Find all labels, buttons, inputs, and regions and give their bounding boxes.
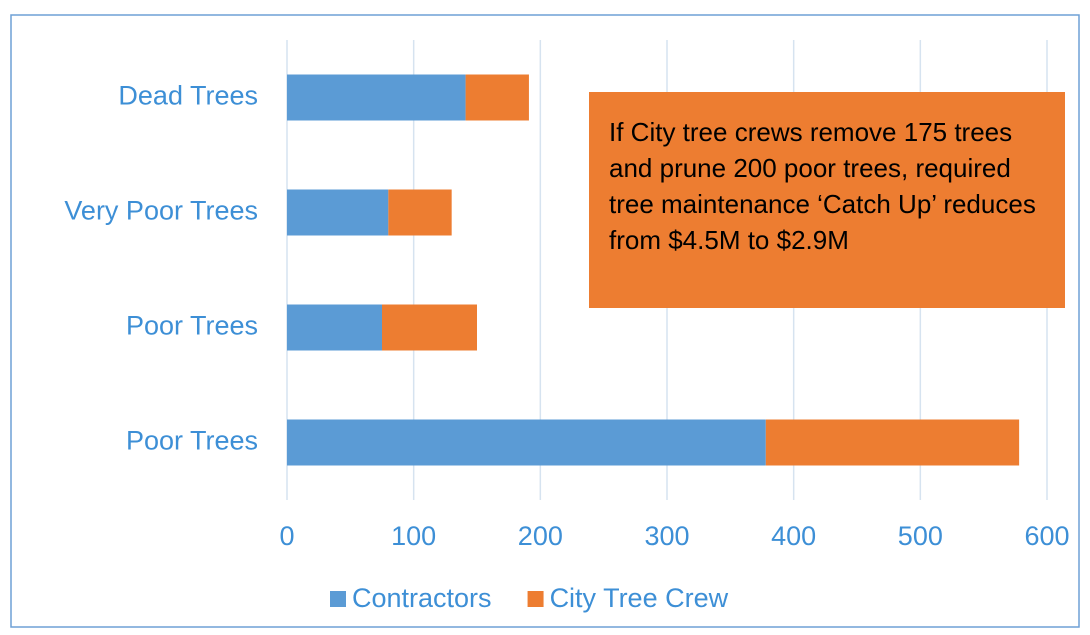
x-tick-label: 300: [644, 521, 689, 551]
x-tick-label: 600: [1024, 521, 1069, 551]
bar-segment: [287, 304, 382, 351]
chart-border: [10, 14, 1080, 628]
y-tick-label: Dead Trees: [118, 81, 258, 111]
y-tick-label: Poor Trees: [126, 311, 258, 341]
bar-segment: [765, 419, 1020, 466]
y-tick-label: Poor Trees: [126, 426, 258, 456]
bar-segment: [465, 74, 529, 121]
bar-segment: [287, 419, 766, 466]
x-tick-label: 200: [518, 521, 563, 551]
x-tick-label: 400: [771, 521, 816, 551]
bar-segment: [388, 189, 452, 236]
legend-swatch: [527, 591, 544, 607]
legend-label: City Tree Crew: [550, 583, 729, 613]
x-tick-label: 0: [279, 521, 294, 551]
bar-segment: [287, 189, 389, 236]
x-tick-label: 100: [391, 521, 436, 551]
bar-segment: [287, 74, 466, 121]
bar-segment: [382, 304, 477, 351]
x-tick-label: 500: [898, 521, 943, 551]
legend-swatch: [330, 591, 346, 607]
legend-label: Contractors: [352, 583, 492, 613]
y-tick-label: Very Poor Trees: [64, 196, 258, 226]
annotation: If City tree crews remove 175 trees and …: [589, 92, 1065, 308]
